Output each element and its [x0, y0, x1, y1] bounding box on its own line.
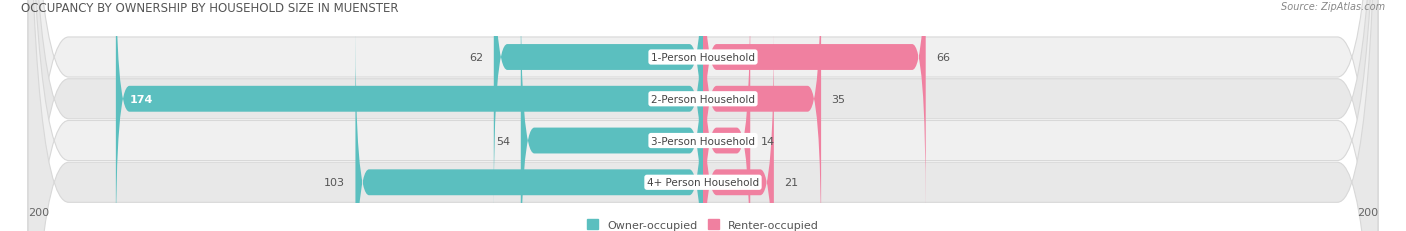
- FancyBboxPatch shape: [115, 0, 703, 231]
- FancyBboxPatch shape: [28, 0, 1378, 231]
- Text: Source: ZipAtlas.com: Source: ZipAtlas.com: [1281, 2, 1385, 12]
- Text: 35: 35: [831, 94, 845, 104]
- Text: 103: 103: [325, 177, 346, 188]
- FancyBboxPatch shape: [703, 29, 773, 231]
- Text: 54: 54: [496, 136, 510, 146]
- Text: 1-Person Household: 1-Person Household: [651, 53, 755, 63]
- Text: 21: 21: [785, 177, 799, 188]
- Legend: Owner-occupied, Renter-occupied: Owner-occupied, Renter-occupied: [582, 215, 824, 231]
- FancyBboxPatch shape: [28, 0, 1378, 231]
- FancyBboxPatch shape: [703, 0, 821, 231]
- FancyBboxPatch shape: [494, 0, 703, 211]
- FancyBboxPatch shape: [703, 0, 751, 231]
- Text: 14: 14: [761, 136, 775, 146]
- FancyBboxPatch shape: [703, 0, 925, 211]
- Text: 2-Person Household: 2-Person Household: [651, 94, 755, 104]
- Text: 62: 62: [470, 53, 484, 63]
- Text: 200: 200: [28, 207, 49, 217]
- Text: OCCUPANCY BY OWNERSHIP BY HOUSEHOLD SIZE IN MUENSTER: OCCUPANCY BY OWNERSHIP BY HOUSEHOLD SIZE…: [21, 2, 398, 15]
- FancyBboxPatch shape: [28, 0, 1378, 231]
- FancyBboxPatch shape: [28, 0, 1378, 231]
- Text: 66: 66: [936, 53, 950, 63]
- Text: 200: 200: [1357, 207, 1378, 217]
- Text: 4+ Person Household: 4+ Person Household: [647, 177, 759, 188]
- FancyBboxPatch shape: [356, 29, 703, 231]
- Text: 3-Person Household: 3-Person Household: [651, 136, 755, 146]
- Text: 174: 174: [129, 94, 153, 104]
- FancyBboxPatch shape: [520, 0, 703, 231]
